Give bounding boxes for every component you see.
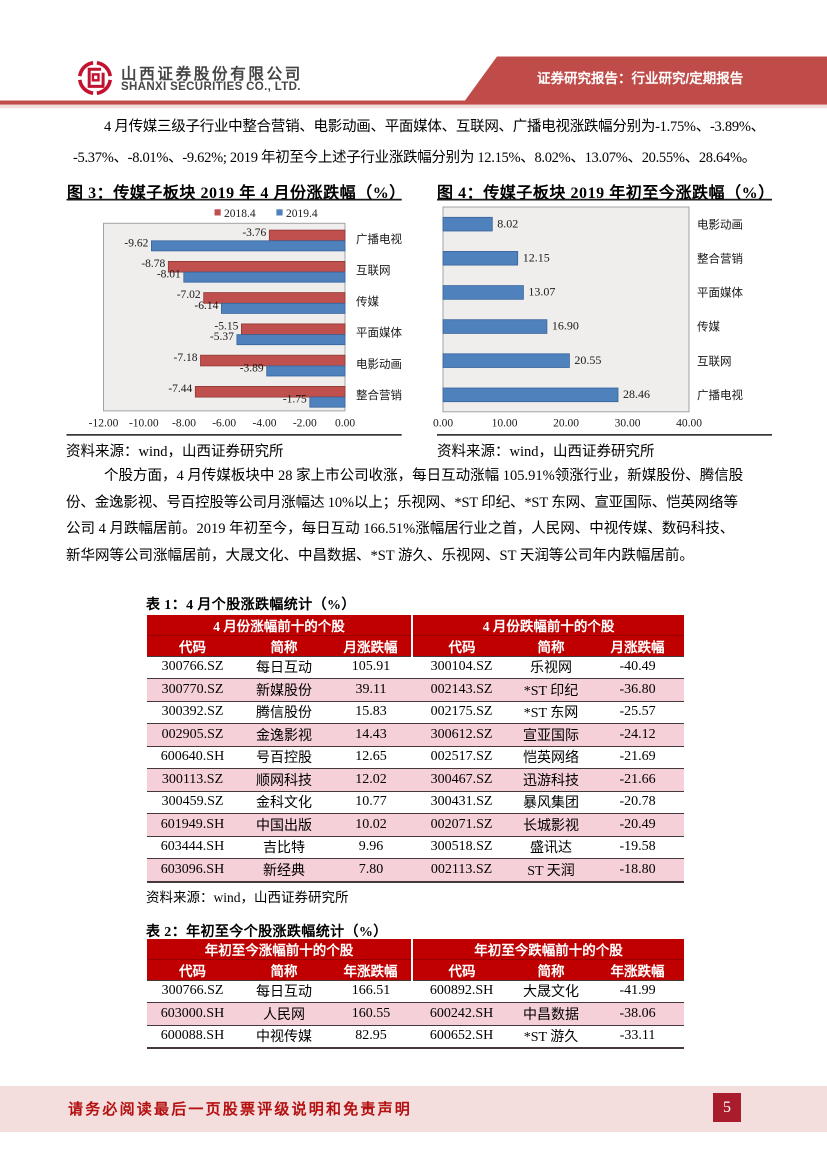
svg-text:广播电视: 广播电视 — [356, 232, 402, 246]
svg-text:0.00: 0.00 — [433, 418, 453, 430]
svg-text:传媒: 传媒 — [356, 294, 379, 308]
svg-text:-12.00: -12.00 — [89, 418, 119, 430]
svg-text:传媒: 传媒 — [697, 320, 720, 334]
svg-text:-6.14: -6.14 — [194, 300, 218, 312]
svg-text:证券研究报告：行业研究/定期报告: 证券研究报告：行业研究/定期报告 — [537, 70, 743, 86]
svg-text:平面媒体: 平面媒体 — [356, 326, 402, 340]
svg-text:-7.18: -7.18 — [174, 352, 198, 364]
svg-text:12.15: 12.15 — [523, 250, 550, 264]
svg-text:28.46: 28.46 — [623, 387, 650, 401]
svg-text:-5.37: -5.37 — [210, 331, 234, 343]
svg-text:平面媒体: 平面媒体 — [697, 286, 743, 300]
svg-text:10.00: 10.00 — [492, 418, 518, 430]
svg-text:整合营销: 整合营销 — [356, 388, 402, 402]
svg-text:8.02: 8.02 — [497, 216, 518, 230]
svg-text:-2.00: -2.00 — [293, 418, 317, 430]
svg-text:整合营销: 整合营销 — [697, 251, 743, 265]
svg-text:-7.02: -7.02 — [177, 289, 201, 301]
svg-text:-8.01: -8.01 — [157, 269, 181, 281]
svg-text:-8.78: -8.78 — [141, 258, 165, 270]
svg-text:0.00: 0.00 — [335, 418, 355, 430]
svg-text:互联网: 互联网 — [697, 354, 732, 368]
svg-text:-4.00: -4.00 — [253, 418, 277, 430]
svg-text:-5.15: -5.15 — [214, 321, 238, 333]
svg-text:广播电视: 广播电视 — [697, 388, 743, 402]
svg-text:电影动画: 电影动画 — [697, 218, 743, 231]
svg-text:2019.4: 2019.4 — [286, 208, 318, 220]
svg-text:40.00: 40.00 — [676, 418, 702, 430]
svg-text:2018.4: 2018.4 — [224, 208, 256, 220]
svg-text:电影动画: 电影动画 — [356, 358, 402, 371]
svg-text:20.55: 20.55 — [574, 353, 601, 367]
svg-text:16.90: 16.90 — [552, 319, 579, 333]
svg-text:-1.75: -1.75 — [283, 394, 307, 406]
svg-text:-6.00: -6.00 — [212, 418, 236, 430]
svg-text:13.07: 13.07 — [528, 285, 555, 299]
svg-text:20.00: 20.00 — [553, 418, 579, 430]
svg-text:互联网: 互联网 — [356, 263, 391, 277]
svg-text:-8.00: -8.00 — [172, 418, 196, 430]
svg-text:-10.00: -10.00 — [129, 418, 159, 430]
svg-text:-3.76: -3.76 — [242, 227, 266, 239]
svg-text:30.00: 30.00 — [615, 418, 641, 430]
svg-text:-3.89: -3.89 — [240, 362, 264, 374]
svg-text:-7.44: -7.44 — [168, 383, 192, 395]
svg-text:-9.62: -9.62 — [124, 237, 148, 249]
